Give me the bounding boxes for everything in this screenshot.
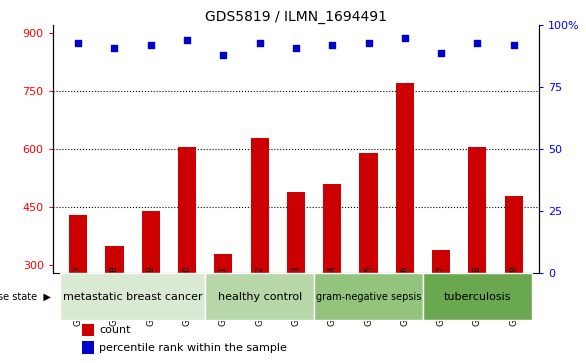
Text: count: count [99, 325, 131, 335]
Bar [287, 192, 305, 273]
Text: GSM1599186: GSM1599186 [400, 265, 410, 326]
Bar [314, 273, 350, 318]
Bar [278, 273, 314, 318]
Bar [96, 273, 132, 318]
Bar [214, 254, 233, 273]
Bar [60, 273, 205, 320]
Point [328, 42, 337, 48]
Bar [505, 196, 523, 273]
Text: metastatic breast cancer: metastatic breast cancer [63, 291, 202, 302]
Point [255, 40, 264, 46]
Bar [82, 342, 94, 354]
Point [110, 45, 119, 50]
Text: gram-negative sepsis: gram-negative sepsis [316, 291, 421, 302]
Bar [169, 273, 205, 318]
Bar [205, 273, 314, 320]
Bar [323, 184, 341, 273]
Bar [69, 215, 87, 273]
Text: GSM1599185: GSM1599185 [364, 265, 373, 326]
Text: GSM1599184: GSM1599184 [328, 265, 337, 326]
Bar [459, 273, 496, 318]
Point [182, 37, 192, 43]
Bar [251, 138, 269, 273]
Bar [350, 273, 387, 318]
Text: GSM1599183: GSM1599183 [291, 265, 301, 326]
Text: GSM1599179: GSM1599179 [146, 265, 155, 326]
Point [73, 40, 83, 46]
Point [437, 50, 446, 56]
Bar [387, 273, 423, 318]
Text: GSM1599188: GSM1599188 [473, 265, 482, 326]
Text: GSM1599189: GSM1599189 [509, 265, 518, 326]
Bar [496, 273, 532, 318]
Text: GSM1599181: GSM1599181 [219, 265, 228, 326]
Text: percentile rank within the sample: percentile rank within the sample [99, 343, 287, 353]
Title: GDS5819 / ILMN_1694491: GDS5819 / ILMN_1694491 [205, 11, 387, 24]
Text: GSM1599180: GSM1599180 [182, 265, 192, 326]
Bar [423, 273, 459, 318]
Point [364, 40, 373, 46]
Text: healthy control: healthy control [217, 291, 302, 302]
Bar [314, 273, 423, 320]
Bar [60, 273, 96, 318]
Bar [241, 273, 278, 318]
Point [291, 45, 301, 50]
Bar [396, 83, 414, 273]
Bar [132, 273, 169, 318]
Text: tuberculosis: tuberculosis [444, 291, 511, 302]
Text: GSM1599177: GSM1599177 [74, 265, 83, 326]
Bar [468, 147, 486, 273]
Bar [205, 273, 241, 318]
Point [400, 35, 410, 41]
Text: GSM1599178: GSM1599178 [110, 265, 119, 326]
Point [473, 40, 482, 46]
Bar [178, 147, 196, 273]
Point [219, 52, 228, 58]
Bar [82, 323, 94, 336]
Text: GSM1599182: GSM1599182 [255, 265, 264, 326]
Text: disease state  ▶: disease state ▶ [0, 291, 51, 302]
Bar [423, 273, 532, 320]
Bar [105, 246, 124, 273]
Point [509, 42, 519, 48]
Bar [142, 211, 160, 273]
Text: GSM1599187: GSM1599187 [437, 265, 445, 326]
Point [146, 42, 155, 48]
Bar [359, 153, 377, 273]
Bar [432, 250, 450, 273]
